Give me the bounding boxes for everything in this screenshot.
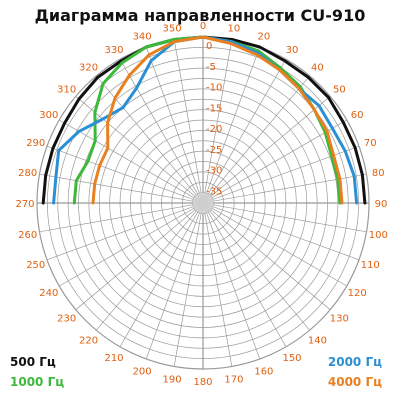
grid-spoke bbox=[173, 39, 202, 193]
angle-tick-label: 350 bbox=[163, 24, 182, 35]
polar-grid bbox=[36, 36, 370, 370]
grid-spoke bbox=[207, 211, 287, 347]
angle-tick-label: 270 bbox=[15, 199, 34, 210]
angle-tick-label: 120 bbox=[348, 288, 367, 299]
angle-tick-label: 340 bbox=[133, 32, 152, 43]
angle-tick-label: 40 bbox=[311, 63, 324, 74]
angle-tick-label: 280 bbox=[18, 168, 37, 179]
angle-tick-label: 0 bbox=[200, 21, 206, 32]
chart-title: Диаграмма направленности CU-910 bbox=[34, 6, 366, 25]
grid-spoke bbox=[119, 211, 199, 347]
radial-tick-label: -20 bbox=[206, 124, 222, 135]
angle-tick-label: 220 bbox=[79, 335, 98, 346]
legend-500hz: 500 Гц bbox=[10, 355, 56, 369]
angle-tick-label: 230 bbox=[57, 313, 76, 324]
angle-tick-label: 90 bbox=[375, 199, 388, 210]
legend-1000hz: 1000 Гц bbox=[10, 375, 65, 389]
grid-spoke bbox=[39, 204, 193, 233]
grid-spoke bbox=[204, 213, 233, 367]
grid-spoke bbox=[59, 119, 195, 199]
angle-tick-label: 10 bbox=[228, 24, 241, 35]
angle-tick-label: 190 bbox=[163, 374, 182, 385]
angle-tick-label: 260 bbox=[18, 230, 37, 241]
grid-spoke bbox=[209, 75, 310, 196]
angle-tick-label: 50 bbox=[333, 85, 346, 96]
radial-tick-label: -30 bbox=[206, 166, 222, 177]
grid-spoke bbox=[212, 206, 360, 261]
angle-tick-label: 30 bbox=[286, 45, 299, 56]
radial-tick-label: -10 bbox=[206, 83, 222, 94]
grid-spoke bbox=[211, 207, 347, 287]
angle-tick-label: 100 bbox=[369, 230, 388, 241]
grid-spoke bbox=[207, 59, 287, 195]
series-line-3 bbox=[91, 35, 344, 205]
angle-tick-label: 170 bbox=[224, 374, 243, 385]
angle-tick-label: 20 bbox=[258, 32, 271, 43]
angle-tick-label: 180 bbox=[193, 377, 212, 388]
legend-4000hz: 4000 Гц bbox=[327, 375, 382, 389]
angle-tick-label: 60 bbox=[351, 110, 364, 121]
grid-spoke bbox=[213, 204, 367, 233]
angle-tick-label: 70 bbox=[364, 138, 377, 149]
grid-spoke bbox=[145, 46, 200, 194]
grid-spoke bbox=[96, 210, 197, 331]
angle-tick-label: 330 bbox=[104, 45, 123, 56]
angle-tick-label: 160 bbox=[254, 366, 273, 377]
grid-spoke bbox=[206, 212, 261, 360]
grid-spoke bbox=[39, 173, 193, 202]
grid-spoke bbox=[46, 145, 194, 200]
angle-tick-label: 150 bbox=[282, 353, 301, 364]
angle-tick-label: 240 bbox=[39, 288, 58, 299]
angle-tick-label: 250 bbox=[26, 260, 45, 271]
angle-tick-label: 110 bbox=[361, 260, 380, 271]
grid-spoke bbox=[204, 39, 233, 193]
center-hub bbox=[192, 192, 214, 214]
angle-tick-label: 80 bbox=[372, 168, 385, 179]
grid-spoke bbox=[46, 206, 194, 261]
angle-tick-label: 130 bbox=[330, 313, 349, 324]
grid-spoke bbox=[119, 59, 199, 195]
grid-spoke bbox=[75, 209, 196, 310]
hub-line bbox=[201, 192, 204, 204]
angle-tick-label: 200 bbox=[133, 366, 152, 377]
legend-2000hz: 2000 Гц bbox=[327, 355, 382, 369]
radial-tick-label: 0 bbox=[206, 41, 212, 52]
angle-tick-label: 320 bbox=[79, 63, 98, 74]
angle-tick-label: 300 bbox=[39, 110, 58, 121]
grid-spoke bbox=[145, 212, 200, 360]
grid-spoke bbox=[209, 210, 310, 331]
radial-tick-label: -35 bbox=[206, 186, 222, 197]
grid-spoke bbox=[206, 46, 261, 194]
grid-spoke bbox=[173, 213, 202, 367]
grid-spoke bbox=[210, 209, 331, 310]
radial-tick-label: -15 bbox=[206, 103, 222, 114]
radial-tick-label: -5 bbox=[206, 62, 216, 73]
angle-tick-label: 210 bbox=[104, 353, 123, 364]
grid-spoke bbox=[96, 75, 197, 196]
angle-tick-label: 140 bbox=[308, 335, 327, 346]
grid-spoke bbox=[210, 96, 331, 197]
grid-spoke bbox=[59, 207, 195, 287]
radial-tick-label: -25 bbox=[206, 145, 222, 156]
angle-tick-label: 290 bbox=[26, 138, 45, 149]
angle-tick-label: 310 bbox=[57, 85, 76, 96]
radial-tick-labels: 0 -5 -10 -15 -20 -25 -30 -35 bbox=[206, 41, 222, 197]
series-lines bbox=[41, 35, 367, 205]
